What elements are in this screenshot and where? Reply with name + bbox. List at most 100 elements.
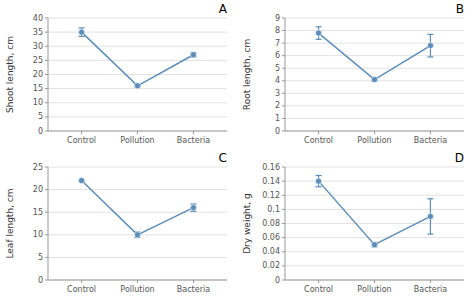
grid-line — [285, 237, 464, 238]
grid-line — [48, 46, 227, 47]
line — [319, 181, 431, 245]
line — [82, 32, 194, 86]
y-tick-label: 3 — [275, 89, 280, 98]
error-bar — [190, 204, 196, 211]
y-tick-label: 0 — [38, 276, 43, 285]
grid-line — [285, 55, 464, 56]
subplot: 0123456789ControlPollutionBacteriaRoot l… — [242, 2, 465, 145]
figure: 0510152025303540ControlPollutionBacteria… — [0, 0, 474, 298]
x-tick — [318, 131, 319, 134]
point — [79, 178, 85, 184]
grid-line — [285, 68, 464, 69]
point — [372, 242, 378, 248]
grid-line — [285, 105, 464, 106]
y-tick-label: 0.1 — [267, 205, 280, 214]
y-tick-label: 0.02 — [262, 261, 280, 270]
point — [190, 205, 196, 211]
grid-line — [48, 167, 227, 168]
grid-line — [48, 74, 227, 75]
grid-line — [48, 60, 227, 61]
y-axis-label: Shoot length, cm — [5, 36, 15, 113]
x-tick — [318, 280, 319, 283]
y-tick-label: 0.04 — [262, 247, 280, 256]
grid-line — [285, 181, 464, 182]
x-tick — [193, 131, 194, 134]
y-tick-label: 25 — [33, 56, 43, 65]
y-tick-label: 30 — [33, 42, 43, 51]
y-tick-label: 5 — [275, 64, 280, 73]
y-tick-label: 35 — [33, 28, 43, 37]
grid-line — [285, 118, 464, 119]
y-tick-label: 10 — [33, 98, 43, 107]
y-tick-label: 6 — [275, 51, 280, 60]
y-axis — [285, 18, 286, 131]
grid-line — [48, 212, 227, 213]
data-area — [316, 27, 434, 83]
grid-line — [48, 116, 227, 117]
error-bar — [79, 28, 85, 36]
x-tick-label: Bacteria — [177, 285, 210, 294]
x-tick-label: Control — [304, 136, 333, 145]
error-bar — [135, 232, 141, 237]
y-tick-label: 10 — [33, 230, 43, 239]
grid-line — [48, 189, 227, 190]
grid-line — [48, 32, 227, 33]
line — [82, 181, 194, 235]
y-axis-label: Dry weight, g — [242, 193, 252, 254]
error-bar — [372, 243, 378, 247]
y-tick-label: 0.16 — [262, 163, 280, 172]
data-area — [79, 178, 197, 238]
grid-line — [285, 195, 464, 196]
y-tick-label: 40 — [33, 14, 43, 23]
error-bar — [427, 199, 433, 234]
subplot-label: B — [456, 2, 464, 16]
data-area — [79, 28, 197, 89]
x-tick-label: Control — [67, 285, 96, 294]
y-tick-label: 15 — [33, 84, 43, 93]
y-axis — [285, 167, 286, 280]
subplot-label: C — [219, 151, 227, 165]
y-tick-label: 0 — [38, 127, 43, 136]
y-tick-label: 0 — [275, 276, 280, 285]
point — [190, 52, 196, 58]
x-tick — [374, 131, 375, 134]
grid-line — [285, 93, 464, 94]
background — [0, 0, 474, 298]
grid-line — [48, 257, 227, 258]
y-tick-label: 0.12 — [262, 191, 280, 200]
x-tick — [374, 280, 375, 283]
y-tick-label: 20 — [33, 70, 43, 79]
point — [135, 83, 141, 89]
line — [319, 33, 431, 79]
x-tick — [430, 280, 431, 283]
x-tick-label: Control — [304, 285, 333, 294]
y-tick-label: 0 — [275, 127, 280, 136]
point — [427, 43, 433, 49]
y-axis-label: Root length, cm — [242, 39, 252, 110]
point — [427, 213, 433, 219]
x-tick — [430, 131, 431, 134]
y-tick-label: 7 — [275, 39, 280, 48]
y-tick-label: 0.06 — [262, 233, 280, 242]
x-tick — [137, 131, 138, 134]
y-tick-label: 4 — [275, 76, 280, 85]
error-bar — [190, 52, 196, 57]
y-tick-label: 5 — [38, 112, 43, 121]
x-tick-label: Pollution — [120, 285, 154, 294]
grid-line — [285, 18, 464, 19]
y-tick-label: 5 — [38, 253, 43, 262]
grid-line — [285, 265, 464, 266]
y-tick-label: 2 — [275, 101, 280, 110]
x-tick-label: Control — [67, 136, 96, 145]
y-axis — [48, 18, 49, 131]
point — [372, 77, 378, 83]
grid-line — [285, 167, 464, 168]
point — [316, 30, 322, 36]
y-tick-label: 0.08 — [262, 219, 280, 228]
subplot-label: D — [455, 151, 464, 165]
grid-line — [285, 209, 464, 210]
y-tick-label: 0.14 — [262, 177, 280, 186]
y-tick-label: 8 — [275, 26, 280, 35]
y-axis — [48, 167, 49, 280]
subplot: 0510152025303540ControlPollutionBacteria… — [5, 2, 228, 145]
